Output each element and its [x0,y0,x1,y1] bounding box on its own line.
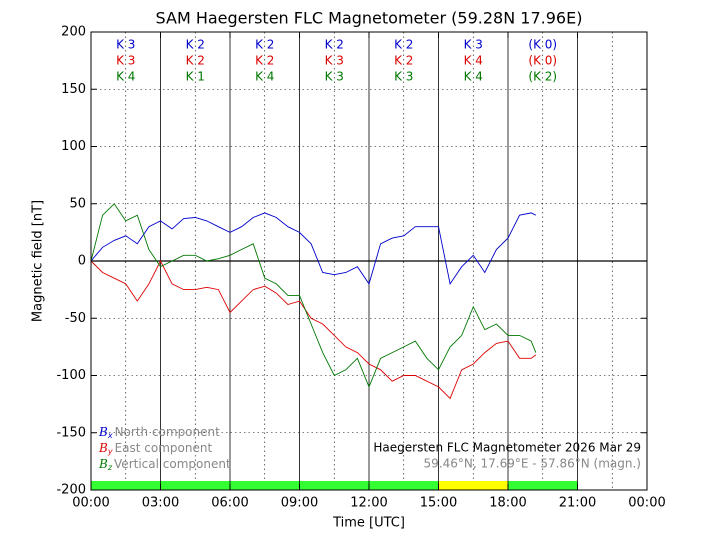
k-index-label: K 3 [116,38,135,52]
legend-name: East component [115,441,213,455]
k-index-label: K 2 [186,38,205,52]
activity-segment [438,481,508,490]
k-index-label: K 1 [186,70,205,84]
k-index-label: K 4 [116,70,135,84]
legend-subscript: x [107,431,113,440]
legend-symbol: B [98,425,108,439]
k-index-label: (K 0) [528,54,557,68]
k-index-label: K 2 [394,54,413,68]
legend-symbol: B [98,457,108,471]
legend-name: North component [115,425,221,439]
y-tick-label: -100 [56,368,86,383]
x-axis-label: Time [UTC] [332,516,405,531]
k-index-label: K 3 [325,54,344,68]
k-index-label: K 4 [464,70,483,84]
x-tick-label: 09:00 [281,496,318,511]
k-index-label: K 3 [464,38,483,52]
k-index-label: K 2 [255,38,274,52]
k-index-label: (K 2) [528,70,557,84]
series-line [90,212,537,286]
plot-frame [90,31,648,491]
y-tick-label: -50 [65,311,86,326]
legend-symbol: B [98,441,108,455]
x-tick-label: 15:00 [420,496,457,511]
x-tick-label: 03:00 [142,496,179,511]
y-tick-label: 0 [78,254,86,269]
k-index-label: K 3 [116,54,135,68]
series-line [90,203,537,389]
y-tick-label: -150 [56,425,86,440]
activity-segment [508,481,578,490]
legend-entry: By East component [98,441,212,456]
series-line [90,260,537,400]
x-tick-label: 18:00 [489,496,526,511]
x-tick-label: 21:00 [559,496,596,511]
x-tick-label: 00:00 [72,496,109,511]
k-index-label: K 2 [186,54,205,68]
y-tick-label: -200 [56,483,86,498]
k-index-label: K 2 [394,38,413,52]
k-index-label: K 4 [255,70,274,84]
legend-subscript: y [107,447,113,456]
activity-segment [91,481,439,490]
y-tick-label: 100 [61,139,86,154]
legend-entry: Bx North component [98,425,220,440]
x-tick-label: 00:00 [628,496,665,511]
legend-name: Vertical component [114,457,231,471]
y-tick-label: 50 [69,196,86,211]
k-index-label: K 2 [325,38,344,52]
x-tick-label: 12:00 [350,496,387,511]
annotation: 59.46°N, 17.69°E - 57.86°N (magn.) [424,457,641,471]
k-index-label: K 3 [325,70,344,84]
annotation: Haegersten FLC Magnetometer 2026 Mar 29 [373,441,641,455]
k-index-label: K 3 [394,70,413,84]
y-tick-label: 150 [61,82,86,97]
y-axis-label: Magnetic field [nT] [31,200,46,322]
chart-title: SAM Haegersten FLC Magnetometer (59.28N … [156,9,583,28]
k-index-label: K 2 [255,54,274,68]
k-index-label: K 4 [464,54,483,68]
legend-entry: Bz Vertical component [98,457,231,472]
legend-subscript: z [107,463,113,472]
x-tick-label: 06:00 [211,496,248,511]
y-tick-label: 200 [61,25,86,40]
k-index-label: (K 0) [528,38,557,52]
